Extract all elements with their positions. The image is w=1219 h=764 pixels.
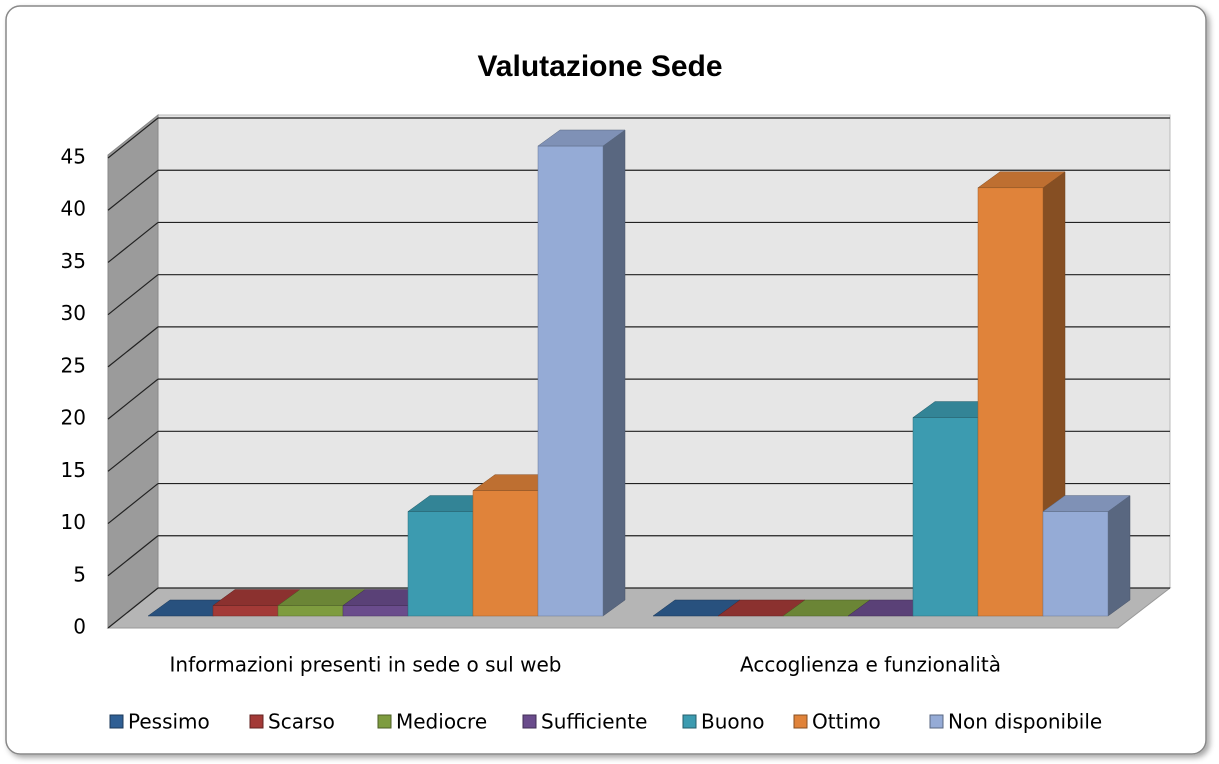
legend-swatch bbox=[522, 714, 537, 729]
bar bbox=[407, 511, 474, 617]
legend-swatch bbox=[682, 714, 697, 729]
y-tick-label: 40 bbox=[61, 197, 86, 221]
side-grid-line bbox=[107, 274, 159, 316]
bar-side bbox=[602, 129, 626, 617]
bar bbox=[912, 417, 979, 617]
legend-swatch bbox=[929, 714, 944, 729]
side-grid-line bbox=[107, 535, 159, 577]
x-tick-label: Accoglienza e funzionalità bbox=[740, 653, 1001, 677]
side-grid-line bbox=[107, 378, 159, 420]
y-tick-label: 5 bbox=[73, 562, 86, 586]
legend-swatch bbox=[109, 714, 124, 729]
legend-label: Buono bbox=[701, 710, 765, 734]
y-tick-label: 10 bbox=[61, 510, 86, 534]
side-grid-line bbox=[107, 326, 159, 368]
legend-swatch bbox=[793, 714, 808, 729]
bar bbox=[342, 605, 409, 617]
y-tick-label: 25 bbox=[61, 353, 86, 377]
plot-area: 0 5 10 15 20 25 30 35 40 45 Informazioni presenti … bbox=[61, 113, 1172, 734]
side-wall bbox=[107, 113, 159, 630]
x-tick-label: Informazioni presenti in sede o sul web bbox=[170, 653, 562, 677]
y-tick-label: 20 bbox=[61, 406, 86, 430]
y-tick-label: 35 bbox=[61, 249, 86, 273]
bar bbox=[977, 187, 1044, 617]
legend-label: Scarso bbox=[268, 710, 335, 734]
y-tick-label: 45 bbox=[61, 145, 86, 169]
legend-label: Ottimo bbox=[812, 710, 881, 734]
y-tick-label: 30 bbox=[61, 301, 86, 325]
side-grid-line bbox=[107, 430, 159, 472]
bar-top bbox=[977, 171, 1066, 189]
bar bbox=[472, 490, 539, 617]
legend-swatch bbox=[249, 714, 264, 729]
legend-label: Non disponibile bbox=[948, 710, 1102, 734]
side-grid-line bbox=[107, 221, 159, 263]
y-tick-label: 0 bbox=[73, 615, 86, 639]
bar bbox=[1042, 511, 1109, 617]
bar bbox=[277, 605, 344, 617]
legend-label: Mediocre bbox=[396, 710, 487, 734]
side-grid-line bbox=[107, 117, 159, 159]
bar bbox=[537, 145, 604, 617]
chart-title: Valutazione Sede bbox=[477, 50, 722, 83]
bar-top bbox=[1042, 495, 1131, 512]
legend-label: Sufficiente bbox=[541, 710, 647, 734]
legend-swatch bbox=[377, 714, 392, 729]
side-grid-line bbox=[107, 169, 159, 211]
bar-side bbox=[1107, 495, 1131, 617]
side-grid-line bbox=[107, 483, 159, 525]
side-grid-line bbox=[107, 587, 159, 629]
bar-top bbox=[537, 129, 626, 147]
bar bbox=[212, 605, 279, 617]
legend-label: Pessimo bbox=[128, 710, 210, 734]
y-tick-label: 15 bbox=[61, 458, 86, 482]
